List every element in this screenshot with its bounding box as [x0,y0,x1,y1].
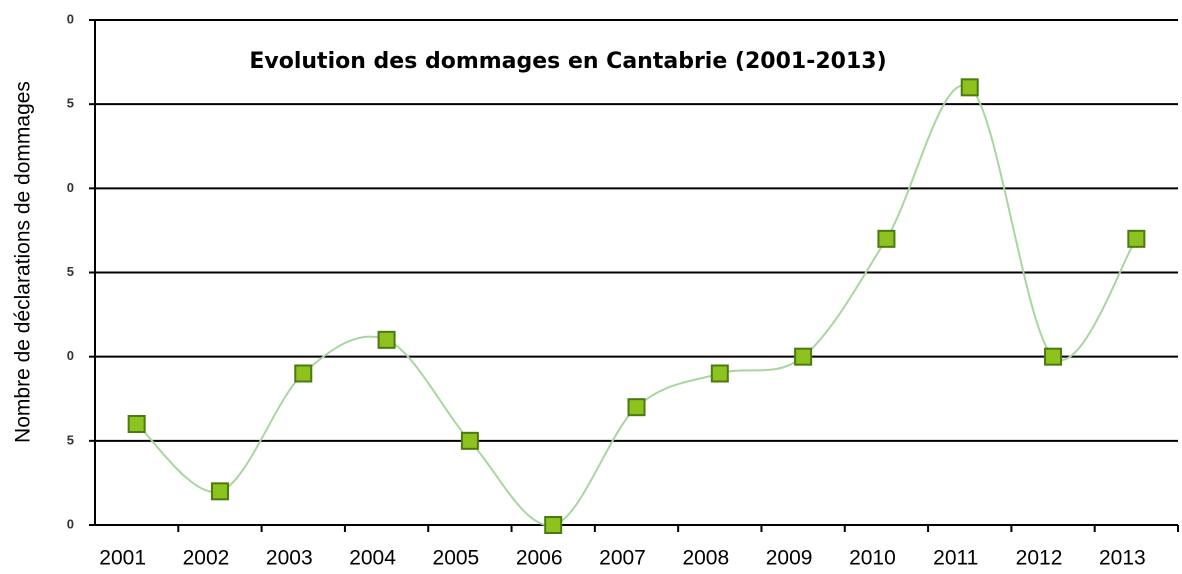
data-point [377,330,396,349]
data-point [1127,229,1146,248]
y-tick-label: 0 [67,11,74,26]
y-tick-label: 0 [67,516,74,531]
series-line [136,84,1138,527]
x-tick-label: 2005 [433,547,480,570]
x-tick-label: 2003 [266,547,313,570]
data-point [710,364,729,383]
x-tick-label: 2006 [516,547,563,570]
data-point [210,482,229,501]
y-tick-label: 5 [67,264,74,279]
data-point [794,347,813,366]
x-tick-label: 2008 [682,547,729,570]
data-point [627,398,646,417]
y-axis-label: Nombre de déclarations de dommages [12,81,35,443]
y-tick-label: 0 [67,348,74,363]
y-tick-label: 0 [67,180,74,195]
x-tick-label: 2012 [1016,547,1063,570]
x-tick-label: 2002 [183,547,230,570]
data-point [460,431,479,450]
data-point [294,364,313,383]
x-tick-label: 2010 [849,547,896,570]
x-tick-label: 2007 [599,547,646,570]
data-point [544,516,563,534]
data-point [877,229,896,248]
x-tick-label: 2004 [349,547,396,570]
x-tick-label: 2013 [1099,547,1146,570]
y-tick-label: 5 [67,96,74,111]
x-tick-label: 2009 [766,547,813,570]
data-point [1044,347,1063,366]
data-point [960,78,979,97]
x-tick-label: 2011 [933,547,978,570]
chart-title: Evolution des dommages en Cantabrie (200… [249,49,886,74]
data-point [127,415,146,433]
x-tick-label: 2001 [99,547,146,570]
y-tick-label: 5 [67,432,74,447]
